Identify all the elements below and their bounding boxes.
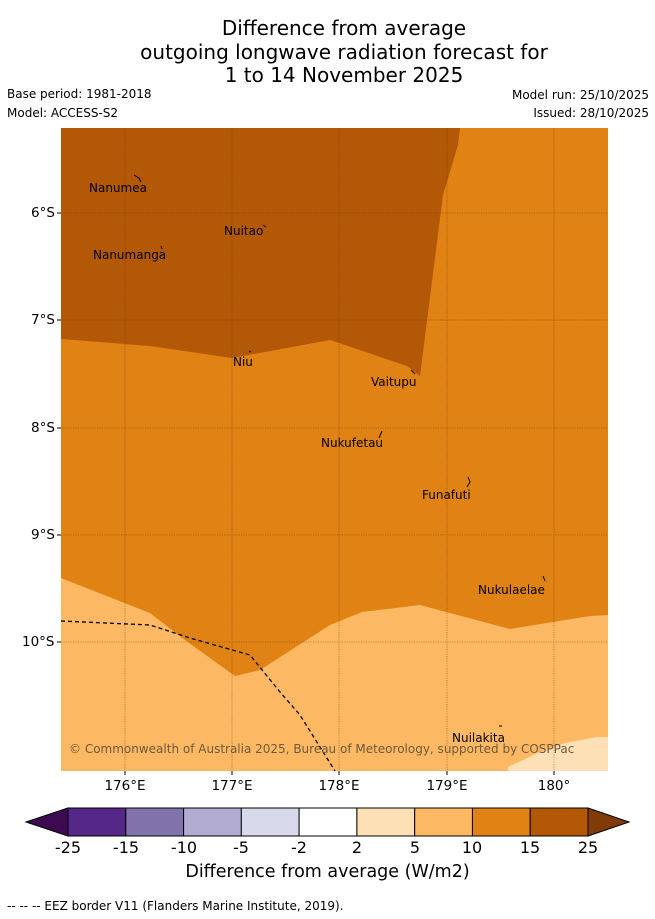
colorbar-bin-neg2-2 [298,807,358,837]
lon-label-179e: 179°E [426,778,468,794]
lat-label-9s: 9°S [31,527,55,543]
gridlines [61,128,608,771]
colorbar-tick-15: 15 [519,838,541,857]
colorbar-bin-neg5-neg2 [240,807,300,837]
lon-label-177e: 177°E [211,778,253,794]
island-nanumanga-shape [160,245,163,250]
lat-label-6s: 6°S [31,205,55,221]
model-name: Model: ACCESS-S2 [7,106,119,120]
map-area [61,128,608,771]
place-nanumea: Nanumea [89,181,147,195]
place-vaitupu: Vaitupu [371,375,417,389]
colorbar-tick-neg5: -5 [233,838,249,857]
colorbar-bin-5-10 [414,807,474,837]
place-nukufetau: Nukufetau [321,436,384,450]
island-nuitao-shape [262,224,267,228]
title-line-2: outgoing longwave radiation forecast for [140,39,548,64]
title-line-3: 1 to 14 November 2025 [224,63,464,87]
place-nuitao: Nuitao [224,224,264,238]
place-nuilakita: Nuilakita [452,731,505,745]
colorbar-bin-10-15 [471,807,531,837]
island-niu-shape [248,350,252,353]
colorbar-bin-15-25 [529,807,589,837]
colorbar-extend-high [587,807,631,837]
island-markers [133,174,546,727]
island-nukufetau-shape [378,430,383,439]
colorbar-tick-neg25: -25 [54,838,82,857]
colorbar-bin-neg15-neg10 [125,807,185,837]
eez-footnote: -- -- -- EEZ border V11 (Flanders Marine… [7,899,344,913]
colorbar-bin-neg25-neg15 [67,807,127,837]
place-nanumanga: Nanumanga [93,248,167,262]
band-2-5 [508,737,608,771]
colorbar-bin-2-5 [356,807,416,837]
lat-label-10s: 10°S [22,634,55,650]
colorbar-tick-neg2: -2 [291,838,307,857]
chart-title: Difference from average outgoing longwav… [0,16,655,88]
island-vaitupu-shape [410,369,416,375]
colorbar-tick-10: 10 [461,838,483,857]
colorbar [24,807,631,837]
band-15-25 [61,128,460,376]
band-5-10 [61,578,608,771]
lat-label-7s: 7°S [31,312,55,328]
island-nukulaelae-shape [542,575,546,582]
colorbar-tick-5: 5 [409,838,421,857]
colorbar-tick-2: 2 [351,838,363,857]
colorbar-tick-25: 25 [577,838,599,857]
place-funafuti: Funafuti [422,488,471,502]
place-nukulaelae: Nukulaelae [478,583,545,597]
title-line-1: Difference from average [221,16,467,40]
colorbar-bin-neg10-neg5 [183,807,242,837]
colorbar-title: Difference from average (W/m2) [185,862,470,882]
copyright-notice: © Commonwealth of Australia 2025, Bureau… [69,742,575,756]
lat-label-8s: 8°S [31,420,55,436]
island-nanumea-shape [133,174,142,183]
model-run: Model run: 25/10/2025 [511,88,649,102]
axis-ticks [57,212,555,775]
colorbar-tick-neg15: -15 [112,838,140,857]
lon-label-176e: 176°E [104,778,146,794]
base-period: Base period: 1981-2018 [7,87,152,101]
issued-date: Issued: 28/10/2025 [533,106,649,120]
place-niu: Niu [233,355,253,369]
colorbar-tick-neg10: -10 [170,838,198,857]
island-funafuti-shape [466,476,471,488]
lon-label-180: 180° [537,778,571,794]
colorbar-extend-low [24,807,69,837]
lon-label-178e: 178°E [318,778,360,794]
